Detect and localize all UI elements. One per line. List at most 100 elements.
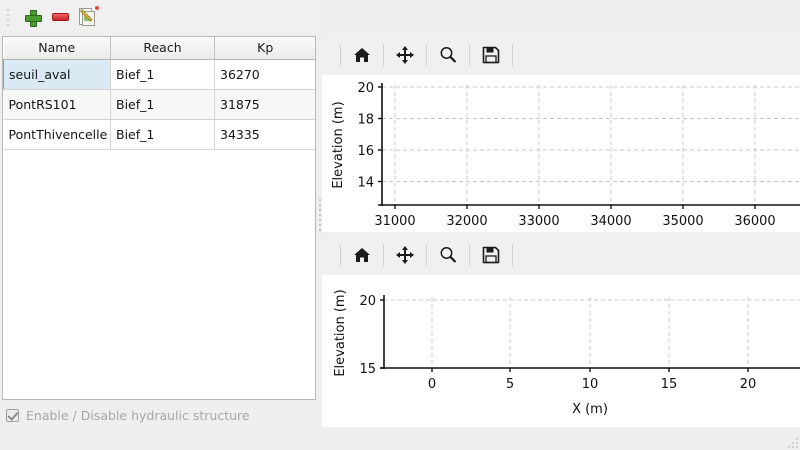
y-tick-label: 16 [357, 144, 374, 159]
axis-lines [378, 83, 800, 206]
x-tick-label: 31000 [374, 214, 415, 229]
cell-reach[interactable]: Bief_1 [110, 59, 215, 90]
home-icon [354, 248, 370, 262]
table-row[interactable]: seuil_aval Bief_1 36270 [3, 58, 315, 90]
home-button[interactable] [347, 40, 377, 70]
zoom-button[interactable] [433, 240, 463, 270]
y-tick-label: 20 [359, 294, 376, 309]
x-tick-label: 0 [428, 377, 436, 392]
enable-hydraulic-structure-label: Enable / Disable hydraulic structure [26, 408, 250, 423]
y-tick-marks [380, 299, 384, 369]
resize-grip-icon[interactable] [784, 434, 798, 448]
floppy-disk-icon [482, 246, 500, 264]
minus-icon [51, 13, 69, 21]
x-tick-labels: 31000 32000 33000 34000 35000 36000 [374, 214, 775, 229]
floppy-disk-icon [482, 46, 500, 64]
structures-table-container[interactable]: Name Reach Kp seuil_aval Bief_1 36270 Po… [2, 36, 316, 400]
cell-name[interactable]: PontRS101 [3, 89, 111, 120]
x-axis-label: X (m) [572, 402, 608, 417]
x-tick-marks [394, 205, 756, 209]
move-arrows-icon [396, 246, 414, 264]
x-tick-label: 32000 [446, 214, 487, 229]
gridlines [382, 85, 800, 205]
splitter-grip-icon [319, 199, 321, 231]
move-arrows-icon [396, 46, 414, 64]
save-button[interactable] [476, 40, 506, 70]
toolbar-separator [383, 244, 384, 266]
enable-hydraulic-structure-checkbox[interactable] [6, 409, 19, 422]
enable-hydraulic-structure-row[interactable]: Enable / Disable hydraulic structure [6, 408, 250, 423]
cross-section-block: 20 15 0 5 10 15 20 Elevation (m) X (m) [322, 235, 800, 450]
edit-structure-button[interactable] [74, 3, 102, 31]
magnifier-icon [440, 47, 457, 63]
y-tick-marks [378, 86, 382, 183]
panel-splitter[interactable] [318, 0, 322, 450]
toolbar-separator [383, 44, 384, 66]
cell-name[interactable]: seuil_aval [3, 58, 111, 90]
plot-toolbar-top [322, 35, 800, 75]
toolbar-separator [340, 44, 341, 66]
y-tick-label: 14 [357, 176, 374, 191]
x-tick-label: 10 [582, 377, 599, 392]
zoom-button[interactable] [433, 40, 463, 70]
x-tick-label: 33000 [518, 214, 559, 229]
table-row[interactable]: PontThivencelle Bief_1 34335 [3, 119, 315, 150]
magnifier-icon [440, 247, 457, 263]
toolbar-grip[interactable] [3, 6, 12, 28]
column-header-name[interactable]: Name [3, 37, 111, 60]
x-tick-label: 20 [740, 377, 757, 392]
cell-reach[interactable]: Bief_1 [110, 89, 215, 120]
pan-button[interactable] [390, 40, 420, 70]
table-row[interactable]: PontRS101 Bief_1 31875 [3, 89, 315, 120]
toolbar-separator [512, 44, 513, 66]
cell-reach[interactable]: Bief_1 [110, 119, 215, 150]
pan-button[interactable] [390, 240, 420, 270]
x-tick-marks [431, 368, 749, 372]
structures-table: Name Reach Kp seuil_aval Bief_1 36270 Po… [3, 37, 315, 150]
remove-structure-button[interactable] [46, 3, 74, 31]
toolbar-separator [426, 244, 427, 266]
toolbar-separator [512, 244, 513, 266]
gridlines [384, 297, 800, 369]
home-icon [354, 48, 370, 62]
y-tick-label: 18 [357, 113, 374, 128]
y-tick-label: 20 [357, 81, 374, 96]
toolbar-separator [469, 244, 470, 266]
structures-toolbar [0, 0, 318, 34]
cell-kp[interactable]: 36270 [214, 59, 315, 90]
x-tick-label: 5 [506, 377, 514, 392]
cell-kp[interactable]: 34335 [214, 119, 315, 150]
longitudinal-profile-block: 20 18 16 14 31000 32000 33000 34000 3500… [322, 35, 800, 232]
home-button[interactable] [347, 240, 377, 270]
toolbar-separator [340, 244, 341, 266]
y-tick-label: 15 [359, 362, 376, 377]
longitudinal-profile-canvas[interactable]: 20 18 16 14 31000 32000 33000 34000 3500… [322, 75, 800, 232]
save-button[interactable] [476, 240, 506, 270]
column-header-kp[interactable]: Kp [214, 37, 315, 60]
y-tick-labels: 20 15 [359, 294, 376, 377]
structures-panel: Name Reach Kp seuil_aval Bief_1 36270 Po… [0, 0, 318, 450]
x-tick-label: 15 [661, 377, 678, 392]
y-axis-label: Elevation (m) [331, 101, 346, 188]
plot-toolbar-bottom [322, 235, 800, 275]
add-structure-button[interactable] [18, 3, 46, 31]
toolbar-separator [426, 44, 427, 66]
toolbar-separator [469, 44, 470, 66]
x-tick-label: 35000 [662, 214, 703, 229]
status-area [322, 427, 800, 450]
table-header-row: Name Reach Kp [3, 37, 315, 60]
cross-section-canvas[interactable]: 20 15 0 5 10 15 20 Elevation (m) X (m) [322, 275, 800, 450]
x-tick-label: 36000 [734, 214, 775, 229]
plots-panel: 20 18 16 14 31000 32000 33000 34000 3500… [322, 0, 800, 450]
longitudinal-profile-plot: 20 18 16 14 31000 32000 33000 34000 3500… [331, 81, 800, 229]
column-header-reach[interactable]: Reach [110, 37, 215, 60]
y-axis-label: Elevation (m) [333, 289, 348, 376]
x-tick-labels: 0 5 10 15 20 [428, 377, 756, 392]
plus-icon [24, 9, 42, 27]
cross-section-plot: 20 15 0 5 10 15 20 Elevation (m) X (m) [333, 289, 800, 417]
edit-document-icon [78, 6, 99, 27]
cell-kp[interactable]: 31875 [214, 89, 315, 120]
cell-name[interactable]: PontThivencelle [3, 119, 111, 150]
x-tick-label: 34000 [590, 214, 631, 229]
